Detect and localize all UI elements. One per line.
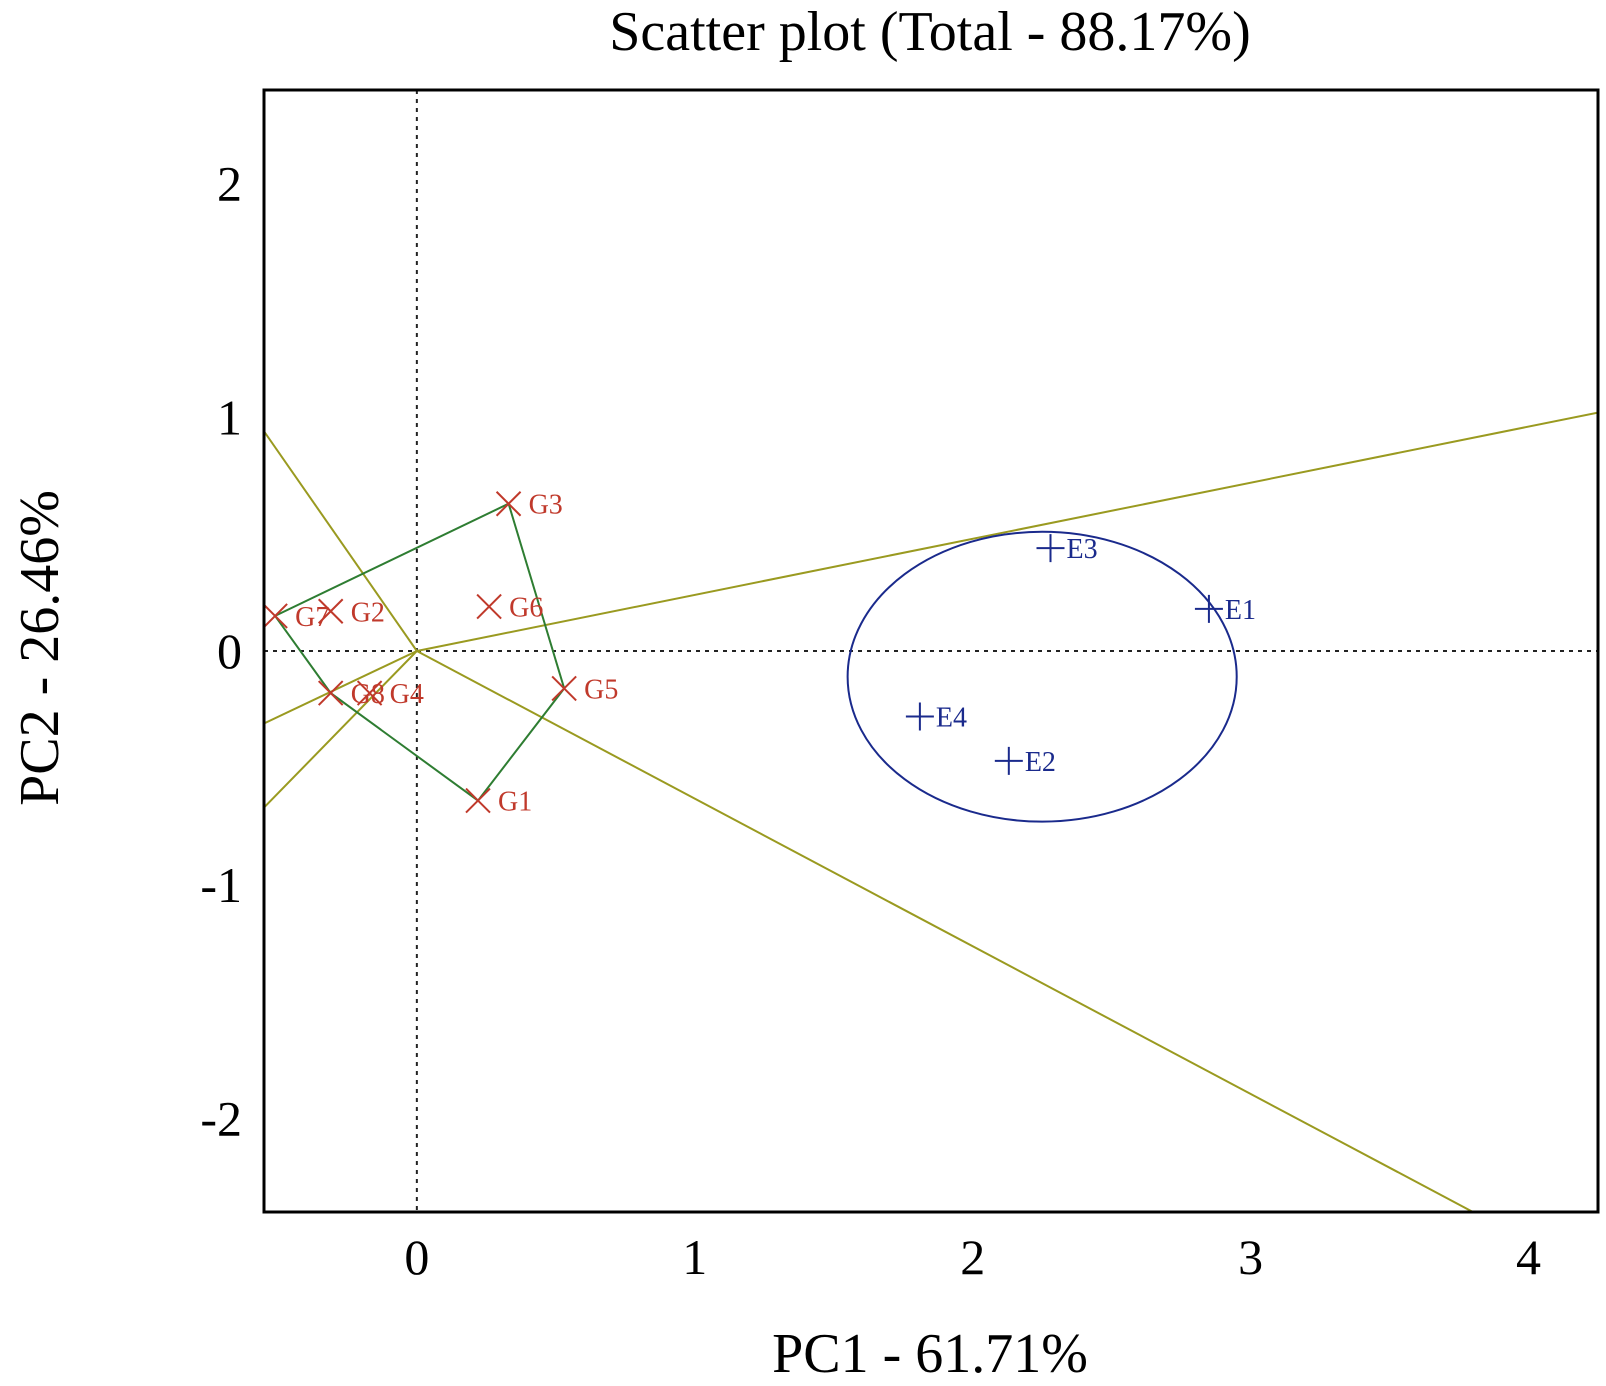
chart-title: Scatter plot (Total - 88.17%) [609, 1, 1250, 63]
y-tick-label: 1 [217, 389, 242, 445]
genotype-marker [356, 680, 383, 706]
y-tick-label: 2 [217, 156, 242, 212]
environment-point-e3: E3 [1036, 534, 1098, 565]
genotype-label: G6 [509, 593, 543, 624]
environment-label: E4 [936, 702, 967, 733]
genotype-point-g8: G8 [317, 679, 385, 710]
genotype-marker [476, 593, 502, 620]
environment-ellipse [846, 530, 1238, 823]
environment-point-e1: E1 [1194, 594, 1256, 626]
genotype-label: G3 [529, 490, 563, 521]
genotype-label: G8 [351, 679, 385, 710]
environment-point-e4: E4 [905, 702, 967, 733]
genotype-point-g6: G6 [476, 593, 543, 624]
sector-line-1 [416, 411, 1598, 652]
genotype-label: G1 [498, 787, 532, 818]
y-tick-label: 0 [217, 623, 242, 679]
axis-ticks: 0 1 2 3 4 2 1 0 -1 -2 [200, 156, 1541, 1286]
environment-marker [994, 746, 1023, 775]
genotype-label: G2 [351, 597, 385, 628]
environment-marker [905, 702, 934, 731]
genotype-point-g4: G4 [356, 679, 424, 710]
genotype-point-g1: G1 [465, 787, 532, 818]
environment-label: E3 [1067, 534, 1098, 565]
x-axis-label: PC1 - 61.71% [772, 1323, 1088, 1385]
genotype-marker [465, 787, 491, 814]
genotype-label: G5 [584, 674, 618, 705]
sector-line-4 [416, 650, 1474, 1212]
environment-marker [1036, 534, 1065, 563]
genotype-point-g5: G5 [551, 674, 618, 705]
plot-frame [262, 88, 1600, 1214]
genotype-point-g3: G3 [495, 490, 563, 521]
sector-line-2 [264, 650, 418, 725]
environment-marker [1194, 594, 1223, 623]
y-tick-label: -1 [200, 857, 242, 913]
genotype-label: G7 [295, 602, 329, 633]
genotype-point-g2: G2 [317, 597, 385, 628]
genotype-marker [551, 675, 577, 702]
genotype-marker [495, 491, 522, 517]
genotype-marker [317, 598, 344, 624]
plot-area: G1 G2 G3 G4 G5 G6 G7 G8 E1 E2 E3 E4 [264, 90, 1598, 1212]
genotype-label: G4 [390, 679, 424, 710]
y-tick-label: -2 [200, 1091, 242, 1147]
x-tick-label: 1 [682, 1229, 707, 1285]
convex-hull [273, 502, 566, 802]
x-tick-label: 0 [404, 1229, 429, 1285]
genotype-marker [317, 680, 344, 706]
sector-line-3 [264, 430, 418, 652]
x-tick-label: 3 [1238, 1229, 1263, 1285]
environment-label: E2 [1025, 747, 1056, 778]
environment-point-e2: E2 [994, 746, 1056, 778]
sector-line-5 [264, 650, 418, 809]
environment-label: E1 [1225, 595, 1256, 626]
genotype-point-g7: G7 [264, 602, 329, 633]
x-tick-label: 2 [960, 1229, 985, 1285]
x-tick-label: 4 [1516, 1229, 1541, 1285]
y-axis-label: PC2 - 26.46% [9, 490, 71, 806]
genotype-marker [264, 603, 288, 629]
